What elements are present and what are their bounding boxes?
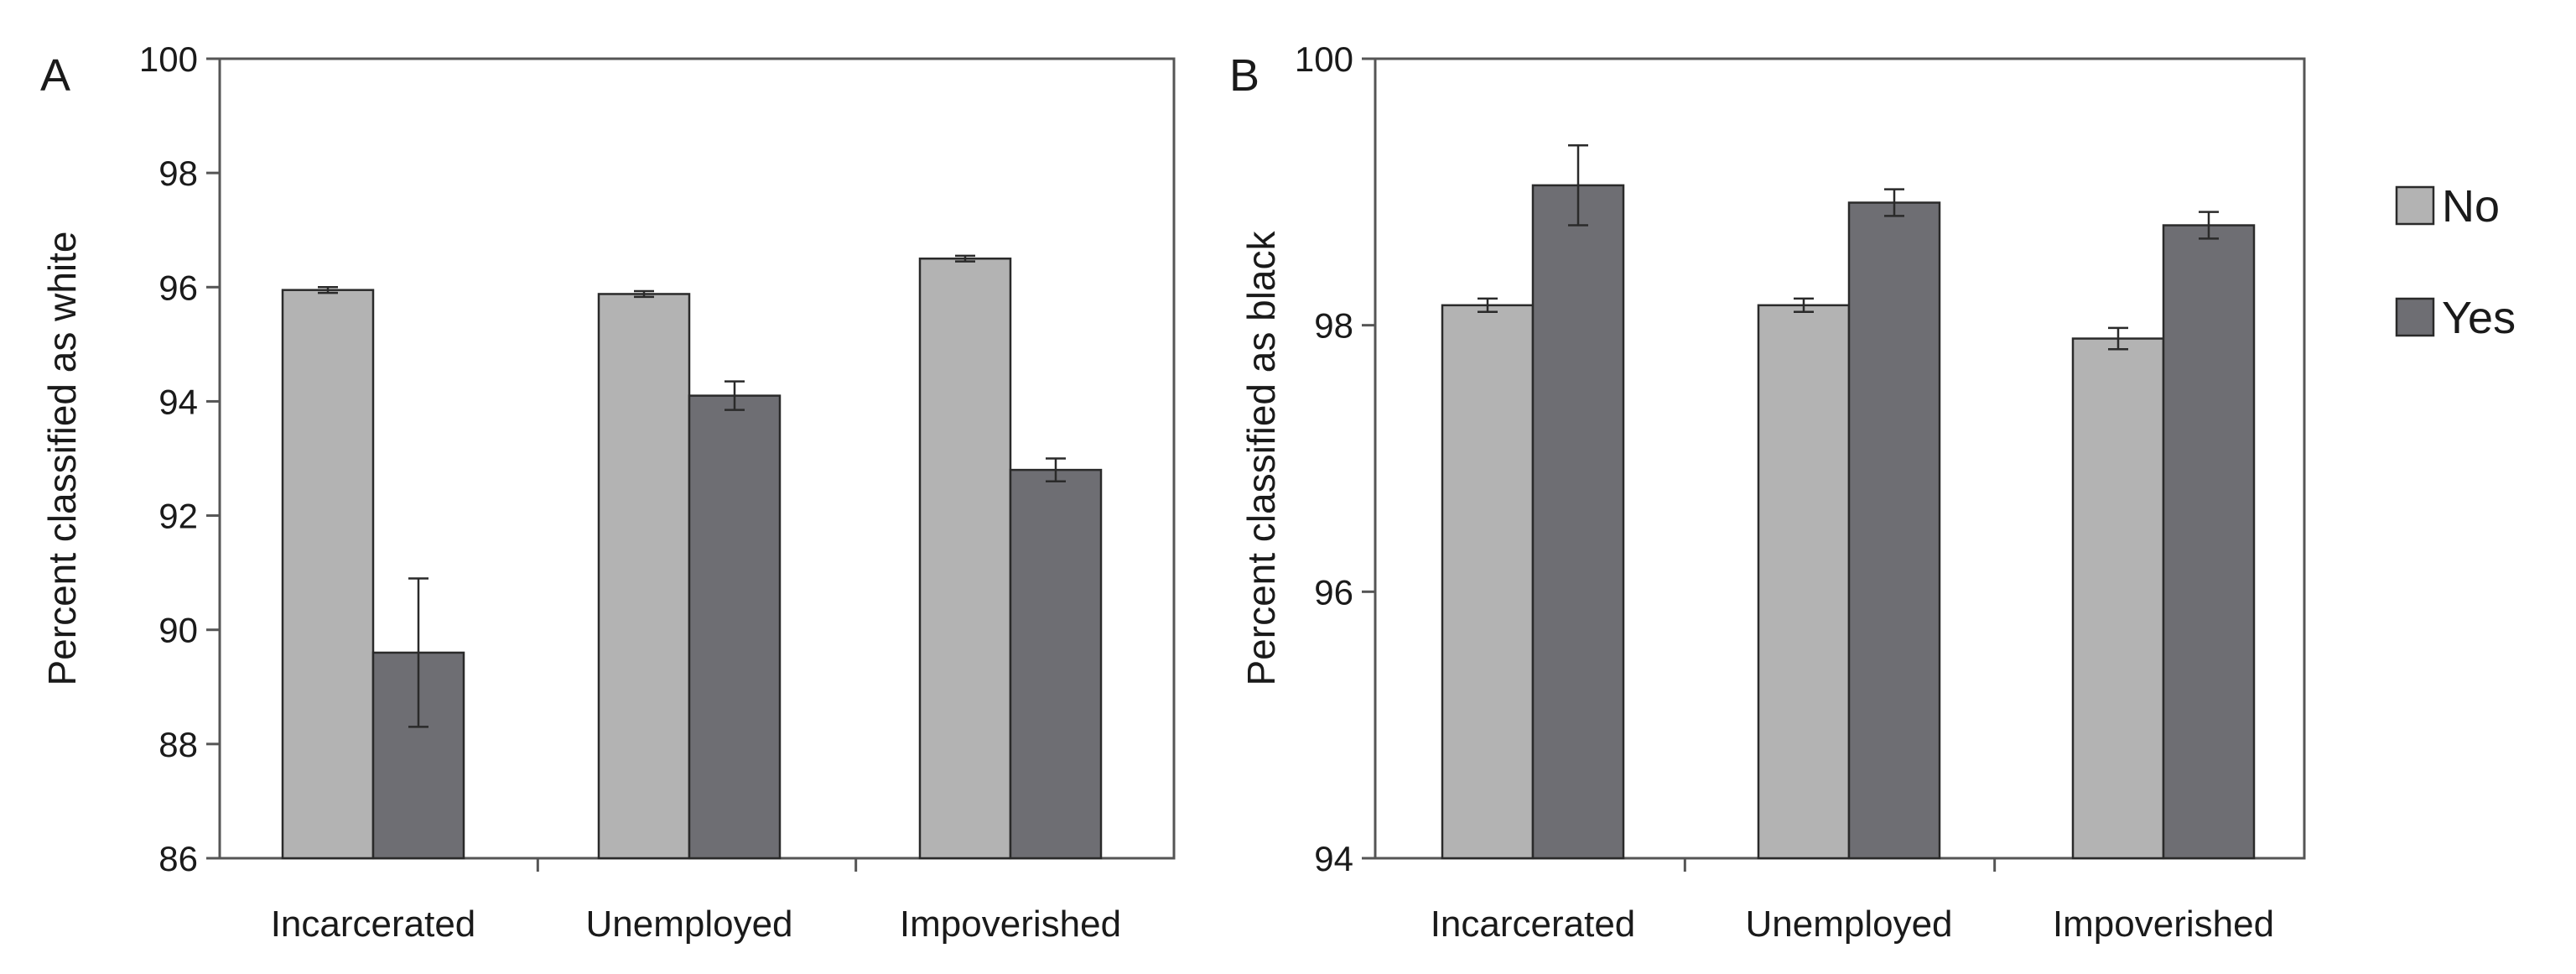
bar-no-unemployed [597,293,691,860]
bar-no-impoverished [918,258,1012,860]
panel-letter: B [1229,50,1259,101]
bar-no-unemployed [1757,304,1851,860]
x-category-label: Unemployed [585,904,792,945]
x-category-label: Impoverished [900,904,1121,945]
legend-swatch-no [2395,185,2435,226]
y-tick-label: 92 [158,497,198,536]
bar-yes-impoverished [2162,224,2256,860]
x-category-label: Incarcerated [271,904,476,945]
y-tick-label: 100 [139,39,198,79]
legend-swatch-yes [2395,297,2435,337]
y-axis-title: Percent classified as white [40,231,84,685]
bar-yes-unemployed [1847,201,1941,860]
bar-yes-incarcerated [1531,184,1625,860]
y-tick-label: 86 [158,839,198,878]
y-tick-label: 94 [158,382,198,421]
bar-no-incarcerated [1441,304,1535,860]
bar-yes-unemployed [688,394,782,860]
x-category-label: Impoverished [2053,904,2274,945]
y-tick-label: 98 [1314,306,1353,346]
y-tick-label: 88 [158,725,198,764]
x-category-label: Incarcerated [1431,904,1636,945]
bar-yes-impoverished [1009,468,1103,860]
panel-b-chart: B 94 96 98 100 Percent classified as black Inc… [1229,39,2306,945]
y-tick-label: 100 [1295,39,1353,79]
bar-no-impoverished [2071,337,2165,860]
legend-label-yes: Yes [2442,293,2516,343]
y-tick-label: 94 [1314,839,1353,878]
y-tick-label: 96 [1314,572,1353,612]
y-tick-label: 98 [158,154,198,193]
bar-no-incarcerated [281,289,375,860]
legend: No Yes [2395,181,2516,343]
y-axis-title: Percent classified as black [1239,230,1283,685]
legend-label-no: No [2442,181,2500,232]
y-tick-label: 96 [158,268,198,307]
x-category-label: Unemployed [1745,904,1952,945]
y-tick-label: 90 [158,611,198,650]
panel-letter: A [40,50,70,101]
panel-a-chart: A 86 88 90 92 94 96 98 100 Percent classified as … [40,39,1176,945]
